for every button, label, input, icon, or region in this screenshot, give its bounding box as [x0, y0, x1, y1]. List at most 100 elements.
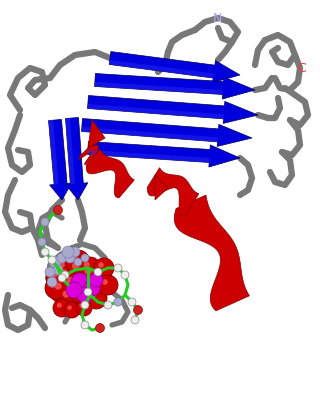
- Circle shape: [79, 262, 105, 288]
- Polygon shape: [88, 150, 210, 162]
- Circle shape: [88, 266, 112, 290]
- Circle shape: [90, 292, 96, 298]
- Polygon shape: [87, 104, 224, 119]
- Circle shape: [133, 306, 142, 314]
- Circle shape: [57, 303, 62, 308]
- Circle shape: [49, 256, 61, 268]
- Circle shape: [76, 300, 92, 316]
- Circle shape: [41, 218, 49, 226]
- Circle shape: [62, 290, 70, 298]
- Circle shape: [66, 256, 94, 284]
- Circle shape: [41, 248, 49, 256]
- Circle shape: [81, 254, 89, 262]
- Circle shape: [84, 262, 90, 268]
- Circle shape: [41, 218, 49, 226]
- Circle shape: [53, 265, 63, 275]
- Circle shape: [53, 263, 83, 293]
- Circle shape: [66, 250, 90, 274]
- Circle shape: [54, 206, 62, 214]
- Circle shape: [84, 280, 100, 296]
- Circle shape: [79, 303, 84, 308]
- Circle shape: [85, 287, 107, 309]
- Polygon shape: [95, 74, 255, 99]
- Circle shape: [89, 273, 103, 287]
- Polygon shape: [174, 195, 249, 311]
- Circle shape: [104, 301, 112, 309]
- Circle shape: [57, 253, 67, 263]
- Circle shape: [98, 262, 104, 268]
- Polygon shape: [109, 60, 214, 78]
- Polygon shape: [87, 96, 258, 124]
- Circle shape: [53, 206, 62, 214]
- Circle shape: [81, 321, 89, 329]
- Circle shape: [102, 279, 108, 285]
- Circle shape: [71, 255, 78, 262]
- Circle shape: [38, 238, 46, 246]
- Circle shape: [61, 271, 89, 299]
- Circle shape: [89, 282, 95, 288]
- Circle shape: [114, 264, 122, 272]
- Circle shape: [84, 268, 92, 275]
- Circle shape: [70, 247, 80, 257]
- Circle shape: [48, 256, 56, 264]
- Circle shape: [131, 316, 139, 324]
- Circle shape: [45, 267, 55, 277]
- Polygon shape: [95, 82, 223, 94]
- Circle shape: [114, 298, 122, 306]
- Polygon shape: [82, 127, 218, 142]
- Text: N: N: [212, 12, 222, 24]
- Circle shape: [38, 238, 46, 246]
- Polygon shape: [109, 52, 240, 82]
- Polygon shape: [88, 142, 240, 167]
- Polygon shape: [147, 168, 199, 216]
- Circle shape: [70, 280, 94, 304]
- Circle shape: [57, 285, 83, 311]
- Circle shape: [79, 257, 101, 279]
- Circle shape: [59, 269, 68, 278]
- Polygon shape: [49, 120, 72, 200]
- Polygon shape: [66, 118, 75, 184]
- Circle shape: [64, 302, 80, 318]
- Circle shape: [61, 271, 69, 279]
- Circle shape: [93, 271, 100, 278]
- Circle shape: [84, 288, 92, 296]
- Polygon shape: [79, 144, 99, 164]
- Text: C: C: [298, 62, 306, 74]
- Circle shape: [114, 298, 122, 306]
- Polygon shape: [66, 118, 88, 200]
- Circle shape: [81, 301, 89, 309]
- Circle shape: [95, 324, 105, 332]
- Polygon shape: [86, 149, 134, 198]
- Circle shape: [94, 268, 102, 276]
- Circle shape: [74, 258, 82, 266]
- Circle shape: [51, 271, 58, 278]
- Circle shape: [68, 305, 72, 310]
- Circle shape: [62, 246, 74, 258]
- Circle shape: [128, 298, 136, 306]
- Circle shape: [47, 277, 57, 287]
- Circle shape: [76, 270, 100, 294]
- Circle shape: [46, 266, 70, 290]
- Circle shape: [72, 262, 80, 270]
- Polygon shape: [49, 120, 59, 184]
- Circle shape: [84, 277, 106, 299]
- Circle shape: [53, 299, 71, 317]
- Circle shape: [134, 306, 142, 314]
- Circle shape: [66, 282, 82, 298]
- Circle shape: [121, 271, 129, 279]
- Circle shape: [75, 285, 82, 292]
- Circle shape: [71, 273, 89, 291]
- Circle shape: [49, 277, 75, 303]
- Circle shape: [59, 262, 65, 268]
- Circle shape: [54, 257, 76, 279]
- Circle shape: [58, 274, 66, 282]
- Circle shape: [45, 277, 67, 299]
- Circle shape: [65, 253, 75, 263]
- Circle shape: [81, 275, 88, 282]
- Polygon shape: [155, 175, 168, 200]
- Circle shape: [94, 258, 114, 278]
- Circle shape: [96, 324, 104, 332]
- Circle shape: [54, 282, 62, 290]
- Circle shape: [98, 275, 118, 295]
- Polygon shape: [82, 118, 252, 146]
